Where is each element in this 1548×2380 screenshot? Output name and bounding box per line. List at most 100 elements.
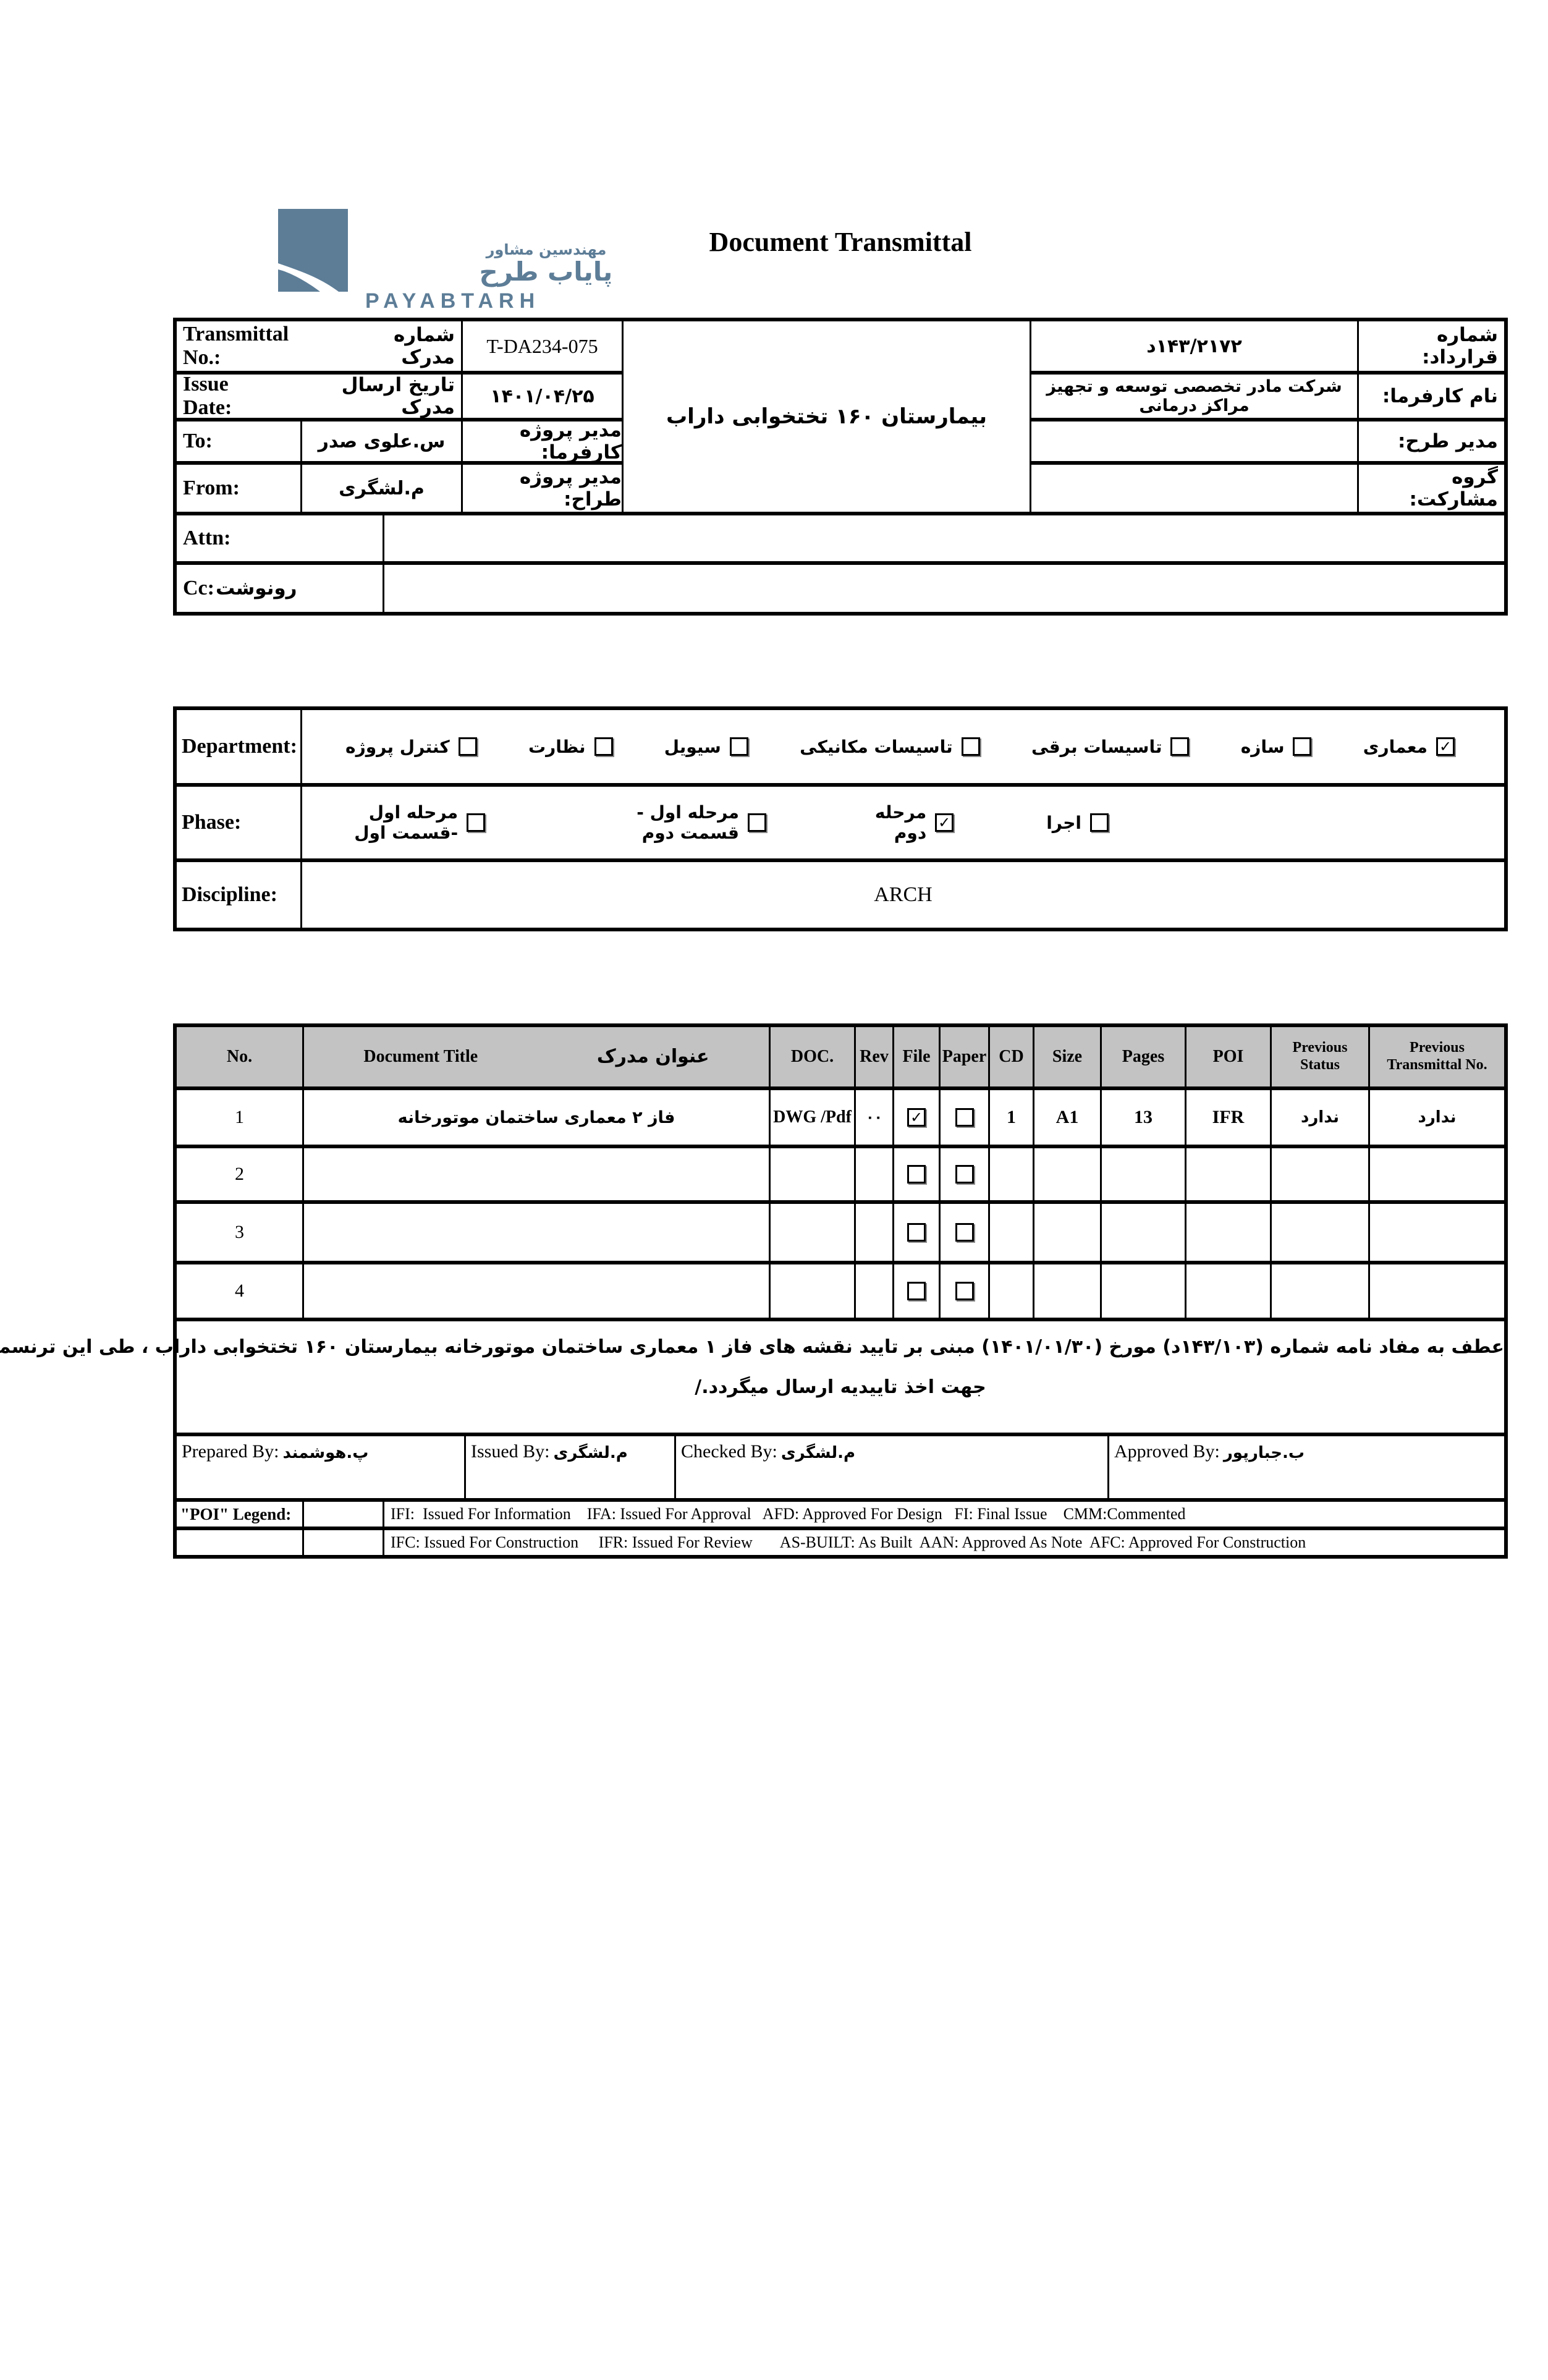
logo-fa-name: پایاب طرح: [479, 256, 613, 287]
col-file: File: [892, 1027, 939, 1086]
transmittal-no-label: Transmittal No.: شماره مدرک: [183, 323, 455, 369]
department-item-electrical: تاسیسات برقی: [1031, 737, 1190, 757]
rev-cell: ۰۰: [854, 1090, 892, 1145]
plan-manager-label: مدیر طرح:: [1357, 418, 1504, 461]
from-label: From:: [177, 461, 300, 512]
contract-no-label: شماره قرارداد:: [1357, 321, 1504, 371]
issue-date-value: ۱۴۰۱/۰۴/۲۵: [461, 371, 622, 418]
logo-en-name: PAYABTARH: [365, 289, 541, 313]
discipline-value: ARCH: [874, 883, 933, 906]
department-options: معماری سازه تاسیسات برقی تاسیسات مکانیکی: [300, 710, 1504, 783]
attn-value: [383, 515, 1504, 561]
poi-legend-empty-1: [177, 1530, 302, 1555]
col-document-title: Document Title عنوان مدرک: [302, 1027, 769, 1086]
department-item-project-control: کنترل پروژه: [345, 737, 477, 757]
structure-checkbox[interactable]: [1293, 737, 1312, 756]
to-label: To:: [177, 418, 300, 461]
electrical-checkbox[interactable]: [1170, 737, 1190, 756]
attn-label: Attn:: [183, 527, 231, 549]
document-row: 3: [177, 1200, 1504, 1261]
phase-item-phase-one-part-one: مرحله اول -قسمت اول: [302, 802, 486, 843]
col-no: No.: [226, 1046, 253, 1066]
paper-checkbox[interactable]: [955, 1282, 974, 1300]
execution-checkbox[interactable]: [1090, 813, 1109, 832]
transmittal-no-value: T-DA234-075: [461, 321, 622, 371]
to-value: س.علوی صدر: [300, 418, 461, 461]
logo-fa-tagline: مهندسین مشاور: [486, 241, 607, 258]
department-item-structure: سازه: [1241, 737, 1312, 757]
col-pages: Pages: [1100, 1027, 1185, 1086]
designer-pm-label: مدیر پروژه طراح:: [461, 461, 622, 512]
discipline-value-cell: ARCH: [300, 862, 1504, 928]
civil-checkbox[interactable]: [729, 737, 748, 756]
note-line-1: عطف به مفاد نامه شماره (۱۴۳/۱۰۳د) مورخ (…: [0, 1336, 1504, 1358]
logo-swoosh-icon: [278, 209, 348, 292]
col-size: Size: [1033, 1027, 1100, 1086]
issued-by-cell: Issued By: م.لشگری: [464, 1436, 674, 1498]
client-pm-label: مدیر پروژه کارفرما:: [461, 418, 622, 461]
phase-item-phase-one-part-two: مرحله اول - قسمت دوم: [578, 802, 766, 843]
discipline-label: Discipline:: [182, 883, 277, 906]
project-control-checkbox[interactable]: [458, 737, 477, 756]
col-doc: DOC.: [769, 1027, 854, 1086]
col-cd: CD: [988, 1027, 1033, 1086]
paper-checkbox[interactable]: [955, 1108, 974, 1127]
prepared-by-cell: Prepared By: پ.هوشمند: [182, 1441, 369, 1462]
department-item-civil: سیویل: [664, 737, 748, 757]
file-checkbox[interactable]: [907, 1223, 926, 1242]
note-line-2: جهت اخذ تاییدیه ارسال میگردد./: [695, 1376, 986, 1398]
department-label: Department:: [182, 735, 297, 758]
poi-legend-empty-2: [302, 1530, 383, 1555]
cc-value: [383, 561, 1504, 612]
phase-one-part-one-checkbox[interactable]: [467, 813, 486, 832]
prev-transmittal-cell: ندارد: [1368, 1090, 1504, 1145]
file-cell: [892, 1090, 939, 1145]
project-name: بیمارستان ۱۶۰ تختخوابی داراب: [622, 321, 1030, 512]
phase-item-phase-two: مرحله دوم: [859, 802, 954, 843]
cc-label: Cc: رونوشت: [177, 561, 383, 612]
supervision-checkbox[interactable]: [594, 737, 613, 756]
file-checkbox[interactable]: [907, 1282, 926, 1300]
partnership-group-value: [1030, 461, 1357, 512]
file-checkbox[interactable]: [907, 1108, 926, 1127]
col-poi: POI: [1185, 1027, 1270, 1086]
issue-date-label: Issue Date: تاریخ ارسال مدرک: [177, 371, 461, 418]
document-row: 1 فاز ۲ معماری ساختمان موتورخانه DWG /Pd…: [177, 1086, 1504, 1145]
file-checkbox[interactable]: [907, 1165, 926, 1184]
poi-legend-line-2: IFC: Issued For Construction IFR: Issued…: [383, 1530, 1504, 1555]
documents-table: No. Document Title عنوان مدرک DOC. Rev F…: [0, 1023, 1508, 1559]
department-item-supervision: نظارت: [528, 737, 613, 757]
phase-one-part-two-checkbox[interactable]: [747, 813, 766, 832]
poi-legend-label: "POI" Legend:: [180, 1504, 292, 1523]
poi-legend-line-1: IFI: Issued For Information IFA: Issued …: [383, 1502, 1504, 1527]
department-item-architecture: معماری: [1363, 737, 1455, 757]
transmittal-note: عطف به مفاد نامه شماره (۱۴۳/۱۰۳د) مورخ (…: [0, 1318, 1504, 1433]
plan-manager-value: [1030, 418, 1357, 461]
poi-legend: "POI" Legend: IFI: Issued For Informatio…: [177, 1498, 1504, 1555]
poi-legend-spacer: [302, 1502, 383, 1527]
architecture-checkbox[interactable]: [1436, 737, 1455, 756]
col-paper: Paper: [939, 1027, 988, 1086]
phase-label: Phase:: [182, 811, 242, 834]
contract-no-value: ۱۴۳/۲۱۷۲د: [1030, 321, 1357, 371]
paper-checkbox[interactable]: [955, 1165, 974, 1184]
col-rev: Rev: [854, 1027, 892, 1086]
document-row: 4: [177, 1261, 1504, 1318]
col-previous-transmittal-no: Previous Transmittal No.: [1368, 1027, 1504, 1086]
department-item-mechanical: تاسیسات مکانیکی: [800, 737, 980, 757]
paper-cell: [939, 1090, 988, 1145]
prev-status-cell: ندارد: [1270, 1090, 1368, 1145]
signature-row: Prepared By: پ.هوشمند Issued By: م.لشگری…: [177, 1433, 1504, 1498]
client-name-value: شرکت مادر تخصصی توسعه و تجهیز مراکز درما…: [1030, 371, 1357, 418]
approved-by-cell: Approved By: ب.جبارپور: [1107, 1436, 1504, 1498]
document-row: 2: [177, 1145, 1504, 1200]
partnership-group-label: گروه مشارکت:: [1357, 461, 1504, 512]
client-name-label: نام کارفرما:: [1357, 371, 1504, 418]
from-value: م.لشگری: [300, 461, 461, 512]
col-previous-status: Previous Status: [1270, 1027, 1368, 1086]
phase-two-checkbox[interactable]: [935, 813, 954, 832]
mechanical-checkbox[interactable]: [961, 737, 980, 756]
documents-table-header: No. Document Title عنوان مدرک DOC. Rev F…: [177, 1027, 1504, 1086]
paper-checkbox[interactable]: [955, 1223, 974, 1242]
